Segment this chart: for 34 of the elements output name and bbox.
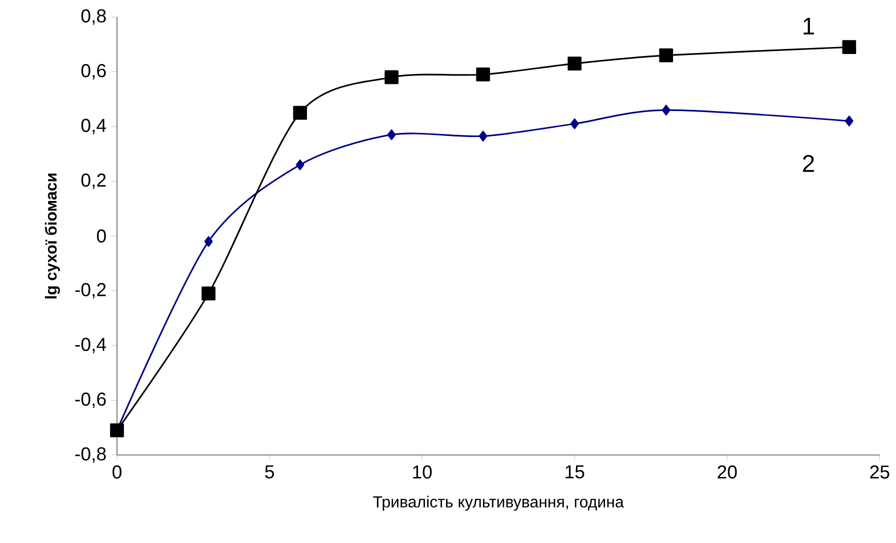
x-tick-label: 10 bbox=[413, 465, 432, 479]
x-axis-title: Тривалість культивування, година bbox=[373, 496, 624, 511]
point bbox=[844, 116, 854, 126]
x-tick-label: 5 bbox=[265, 465, 274, 478]
point bbox=[293, 106, 307, 120]
y-tick-label: 0,4 bbox=[81, 118, 106, 134]
point bbox=[568, 56, 582, 70]
y-tick-label: -0,6 bbox=[75, 392, 106, 408]
y-tick-label: 0 bbox=[96, 229, 106, 243]
series-label: 2 bbox=[802, 155, 814, 172]
point bbox=[387, 129, 396, 140]
point bbox=[662, 104, 670, 116]
point bbox=[202, 286, 216, 300]
y-axis-title: lg сухої біомаси bbox=[44, 174, 60, 298]
y-tick-label: 0,6 bbox=[81, 64, 106, 80]
y-tick-label: -0,2 bbox=[75, 283, 106, 298]
point bbox=[570, 118, 579, 130]
point bbox=[659, 48, 674, 62]
series-label: 1 bbox=[804, 18, 814, 34]
x-tick-label: 20 bbox=[718, 465, 737, 479]
point bbox=[478, 130, 488, 142]
point bbox=[384, 70, 398, 84]
point bbox=[204, 236, 213, 247]
y-tick-label: -0,8 bbox=[75, 447, 106, 463]
point bbox=[296, 159, 304, 170]
x-tick-label: 0 bbox=[112, 465, 122, 479]
x-tick-label: 15 bbox=[566, 465, 584, 478]
point bbox=[110, 423, 124, 438]
point bbox=[842, 40, 856, 54]
x-tick-label: 25 bbox=[870, 465, 890, 479]
point bbox=[476, 68, 490, 82]
y-tick-label: 0,8 bbox=[81, 9, 106, 25]
y-tick-label: -0,4 bbox=[75, 338, 106, 354]
y-tick-label: 0,2 bbox=[81, 174, 106, 189]
